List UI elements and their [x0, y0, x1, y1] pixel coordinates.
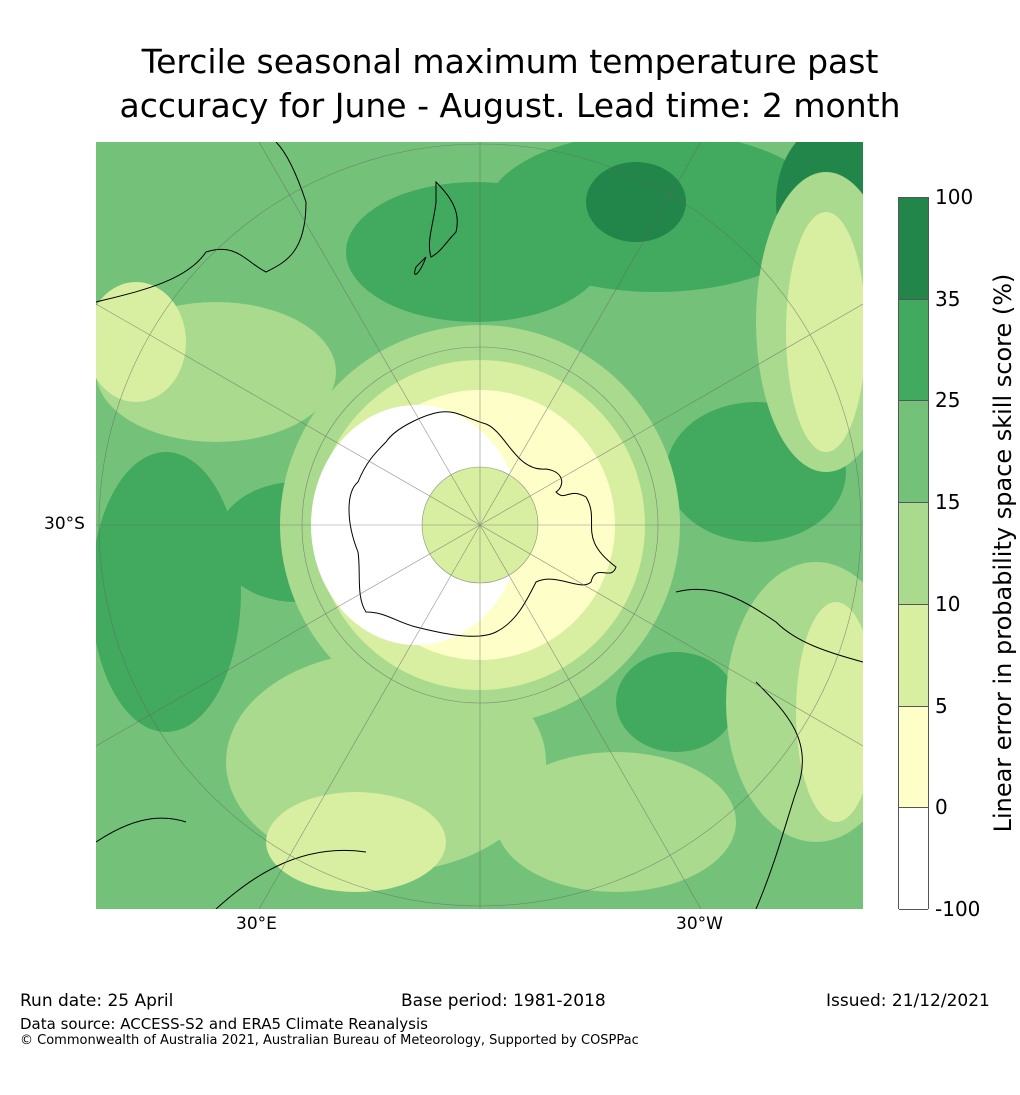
skill-blob	[616, 652, 736, 752]
colorbar-segment	[899, 706, 928, 809]
title-line-2: accuracy for June - August. Lead time: 2…	[119, 86, 901, 125]
colorbar-segment	[899, 198, 928, 300]
colorbar-tick-label: 10	[935, 591, 961, 616]
lon-label-30e: 30°E	[236, 914, 277, 934]
colorbar-segment	[899, 503, 928, 605]
colorbar-tick-label: 0	[935, 795, 948, 820]
antarctica-coastline	[348, 411, 617, 637]
africa-coastline	[96, 817, 367, 909]
colorbar-segment	[899, 808, 928, 910]
base-period: Base period: 1981-2018	[401, 991, 606, 1011]
run-date: Run date: 25 April	[20, 991, 174, 1011]
lon-label-30w: 30°W	[676, 914, 723, 934]
colorbar	[898, 197, 929, 910]
skill-blob	[96, 282, 186, 402]
colorbar-segment	[899, 401, 928, 504]
skill-blob	[496, 752, 736, 892]
data-source: Data source: ACCESS-S2 and ERA5 Climate …	[20, 1015, 428, 1033]
polar-skill-map	[96, 142, 863, 909]
colorbar-tick-label: 100	[935, 185, 974, 209]
colorbar-tick-label: 5	[935, 693, 948, 718]
australia-coastline	[96, 142, 307, 303]
new-zealand-coastline	[414, 180, 458, 275]
map-canvas	[96, 142, 863, 909]
chart-title: Tercile seasonal maximum temperature pas…	[0, 40, 1020, 128]
issued-date: Issued: 21/12/2021	[826, 991, 990, 1011]
skill-blob	[786, 212, 863, 452]
south-america-coastline	[675, 588, 863, 909]
graticule	[96, 142, 863, 909]
colorbar-tick-label: 25	[935, 388, 961, 413]
skill-blob	[586, 162, 686, 242]
colorbar-segment	[899, 604, 928, 707]
skill-blob	[266, 792, 446, 892]
skill-blob	[96, 452, 241, 732]
skill-blob	[346, 182, 606, 322]
colorbar-title: Linear error in probability space skill …	[989, 273, 1017, 833]
colorbar-tick-label: 15	[935, 490, 961, 515]
lat-label-30s: 30°S	[44, 514, 85, 534]
title-line-1: Tercile seasonal maximum temperature pas…	[141, 42, 879, 81]
copyright: © Commonwealth of Australia 2021, Austra…	[20, 1033, 639, 1048]
colorbar-tick-label: 35	[935, 286, 961, 311]
colorbar-tick-label: -100	[935, 897, 981, 921]
colorbar-segment	[899, 299, 928, 402]
